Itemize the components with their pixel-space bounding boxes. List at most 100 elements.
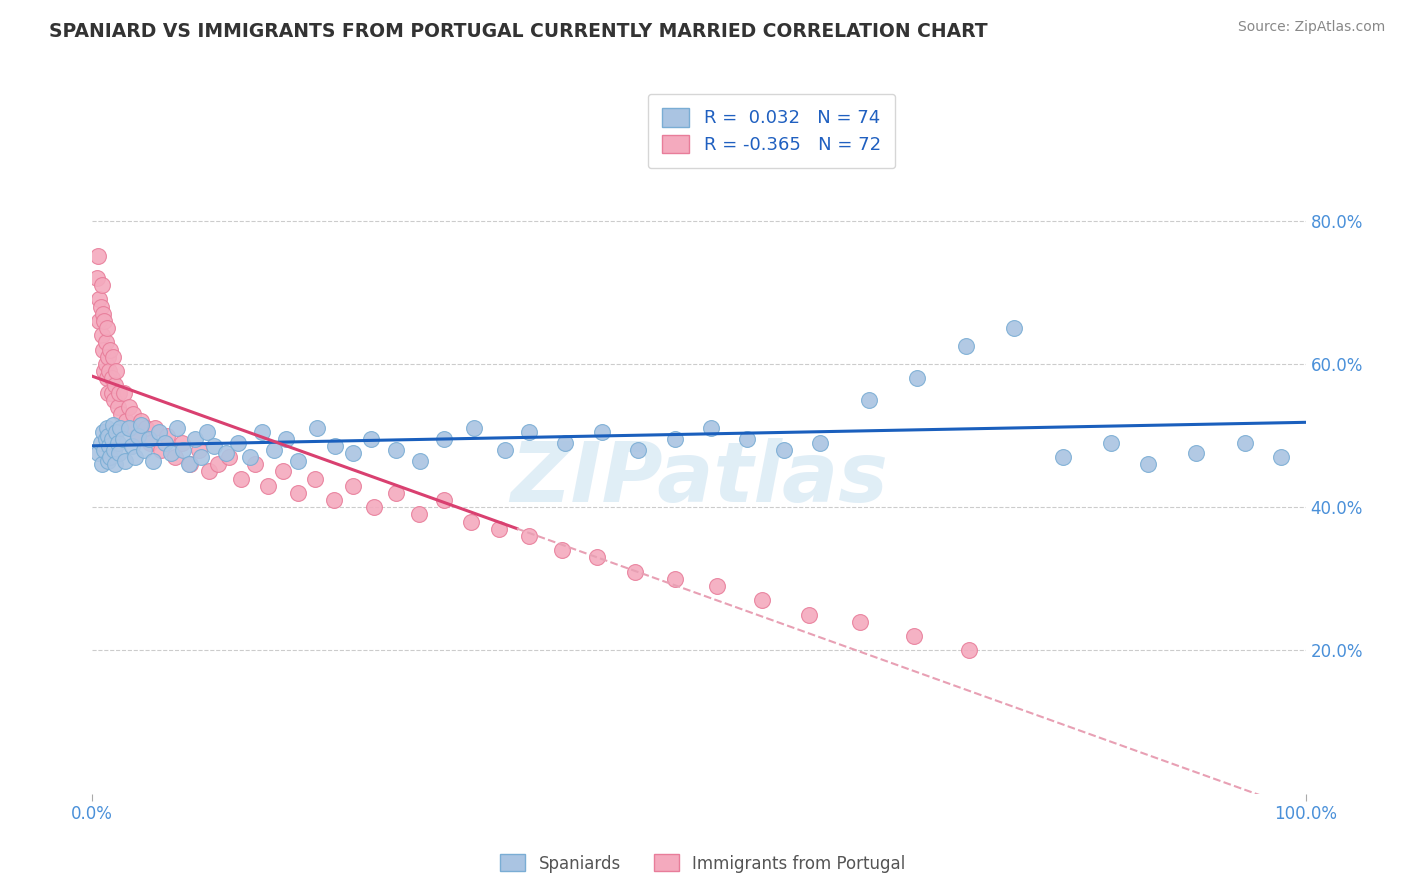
Point [94,357,117,371]
Point [287,453,309,467]
Point [93,364,115,378]
Legend: Spaniards, Immigrants from Portugal: Spaniards, Immigrants from Portugal [494,847,912,880]
Point [163,450,186,464]
Point [122,407,145,421]
Point [1099,435,1122,450]
Point [363,500,385,515]
Point [103,442,125,457]
Point [737,432,759,446]
Text: ZIPatlas: ZIPatlas [510,438,887,519]
Point [115,414,138,428]
Point [87,250,110,264]
Point [188,442,211,457]
Point [409,453,432,467]
Point [858,392,880,407]
Point [905,371,928,385]
Point [96,321,118,335]
Point [98,439,121,453]
Point [112,385,135,400]
Point [664,432,686,446]
Point [90,278,112,293]
Point [110,407,132,421]
Point [342,478,364,492]
Point [127,428,149,442]
Point [276,432,298,446]
Point [108,446,131,460]
Point [271,464,294,478]
Point [955,339,977,353]
Point [360,432,382,446]
Point [120,421,142,435]
Point [142,453,165,467]
Point [772,442,794,457]
Point [664,572,686,586]
Point [91,343,114,357]
Point [1185,446,1208,460]
Point [117,421,139,435]
Point [957,643,980,657]
Point [494,442,516,457]
Point [517,529,540,543]
Point [554,435,576,450]
Point [849,615,872,629]
Point [96,371,118,385]
Point [104,378,127,392]
Point [105,364,128,378]
Point [129,417,152,432]
Point [125,428,148,442]
Point [751,593,773,607]
Point [90,435,112,450]
Point [101,350,124,364]
Point [799,607,821,622]
Point [202,439,225,453]
Point [148,425,170,439]
Point [263,442,285,457]
Point [384,442,406,457]
Point [135,421,157,435]
Point [322,493,344,508]
Point [94,432,117,446]
Point [808,435,831,450]
Point [623,565,645,579]
Point [197,425,219,439]
Point [305,421,328,435]
Point [1136,457,1159,471]
Point [97,453,120,467]
Point [706,579,728,593]
Point [86,271,108,285]
Point [93,314,115,328]
Point [143,421,166,435]
Point [139,435,162,450]
Point [117,400,139,414]
Point [304,471,326,485]
Point [98,364,121,378]
Point [179,457,201,471]
Text: Source: ZipAtlas.com: Source: ZipAtlas.com [1237,20,1385,34]
Point [108,385,131,400]
Point [90,300,112,314]
Point [166,421,188,435]
Legend: R =  0.032   N = 74, R = -0.365   N = 72: R = 0.032 N = 74, R = -0.365 N = 72 [648,94,896,169]
Point [121,439,143,453]
Point [111,432,134,446]
Point [100,343,122,357]
Point [1270,450,1292,464]
Point [100,371,122,385]
Point [89,293,111,307]
Point [108,421,131,435]
Point [243,457,266,471]
Point [488,522,510,536]
Point [190,450,212,464]
Point [323,439,346,453]
Point [1233,435,1256,450]
Point [172,442,194,457]
Point [184,432,207,446]
Point [134,442,156,457]
Point [179,457,201,471]
Point [591,425,613,439]
Point [1002,321,1025,335]
Point [517,425,540,439]
Point [551,543,574,558]
Point [129,414,152,428]
Point [287,486,309,500]
